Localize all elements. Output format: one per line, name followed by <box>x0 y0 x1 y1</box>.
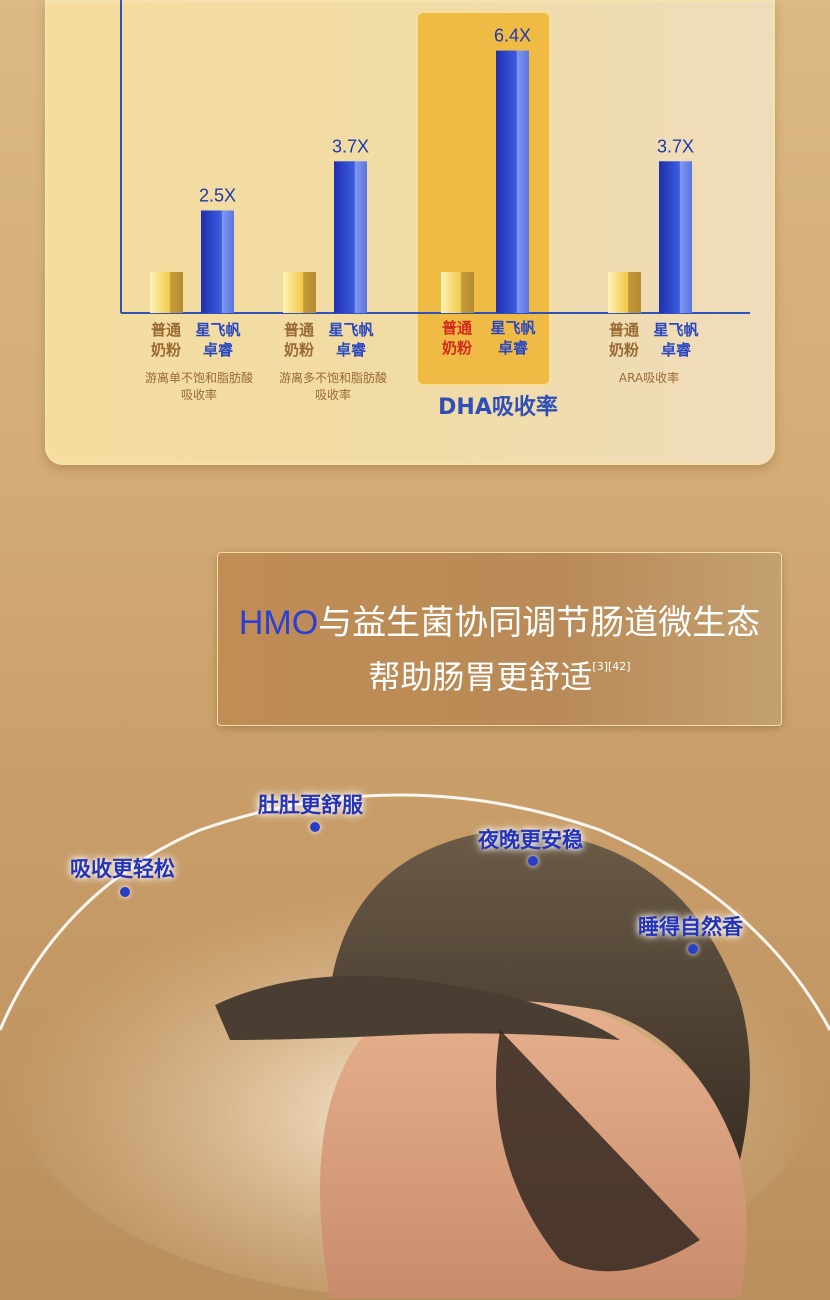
product-label: 星飞帆 <box>195 321 241 339</box>
category-label: 吸收率 <box>314 388 351 402</box>
data-label: 6.4X <box>494 26 531 46</box>
benefit-4: 睡得自然香 <box>638 915 743 939</box>
benefit-dot <box>688 944 698 954</box>
product-label: 卓睿 <box>660 341 691 359</box>
normal-milk-label: 普通 <box>150 321 181 339</box>
hmo-banner: HMO与益生菌协同调节肠道微生态 帮助肠胃更舒适[3][42] <box>217 552 782 726</box>
benefit-dot <box>528 856 538 866</box>
bar-product <box>201 210 234 313</box>
bar-product <box>496 50 529 313</box>
product-label: 星飞帆 <box>490 319 536 337</box>
bar-normal-milk <box>150 272 183 313</box>
bar-product <box>334 161 367 313</box>
benefit-dot <box>310 822 320 832</box>
category-label: 游离多不饱和脂肪酸 <box>278 371 387 385</box>
normal-milk-label: 奶粉 <box>441 339 472 357</box>
banner-line-1-text: 与益生菌协同调节肠道微生态 <box>318 603 761 643</box>
benefit-1: 吸收更轻松 <box>70 857 175 881</box>
normal-milk-label: 普通 <box>283 321 314 339</box>
category-label: ARA吸收率 <box>618 371 680 385</box>
product-label: 卓睿 <box>497 339 528 357</box>
chart-card <box>45 0 775 465</box>
reference-marks: [3][42] <box>592 660 631 673</box>
product-label: 星飞帆 <box>653 321 699 339</box>
benefit-2: 肚肚更舒服 <box>258 793 363 817</box>
arc <box>0 793 830 1031</box>
category-label: 游离单不饱和脂肪酸 <box>144 371 253 385</box>
data-label: 2.5X <box>199 186 236 206</box>
normal-milk-label: 奶粉 <box>608 341 639 359</box>
helmet-visor <box>215 975 620 1040</box>
category-label-dha: DHA吸收率 <box>438 395 558 420</box>
banner-line-1: HMO与益生菌协同调节肠道微生态 <box>218 601 781 645</box>
bar-chart: 2.5X 3.7X 6.4X 3.7X <box>120 0 750 386</box>
data-label: 3.7X <box>332 136 369 156</box>
bar-normal-milk <box>441 272 474 313</box>
hmo-highlight: HMO <box>238 604 319 642</box>
helmet <box>330 830 750 1160</box>
data-label: 3.7X <box>657 136 694 156</box>
normal-milk-label: 奶粉 <box>150 341 181 359</box>
normal-milk-label: 普通 <box>608 321 639 339</box>
normal-milk-label: 普通 <box>441 319 472 337</box>
banner-line-2-text: 帮助肠胃更舒适 <box>368 658 593 696</box>
benefit-3: 夜晚更安稳 <box>478 828 583 852</box>
bar-normal-milk <box>608 272 641 313</box>
child-illustration <box>0 793 830 1298</box>
normal-milk-label: 奶粉 <box>283 341 314 359</box>
category-label: 吸收率 <box>180 388 217 402</box>
product-label: 卓睿 <box>202 341 233 359</box>
product-label: 星飞帆 <box>328 321 374 339</box>
benefit-dot <box>120 887 130 897</box>
bar-product <box>659 161 692 313</box>
product-label: 卓睿 <box>335 341 366 359</box>
hair <box>496 1030 700 1272</box>
banner-line-2: 帮助肠胃更舒适[3][42] <box>218 645 781 699</box>
bar-normal-milk <box>283 272 316 313</box>
